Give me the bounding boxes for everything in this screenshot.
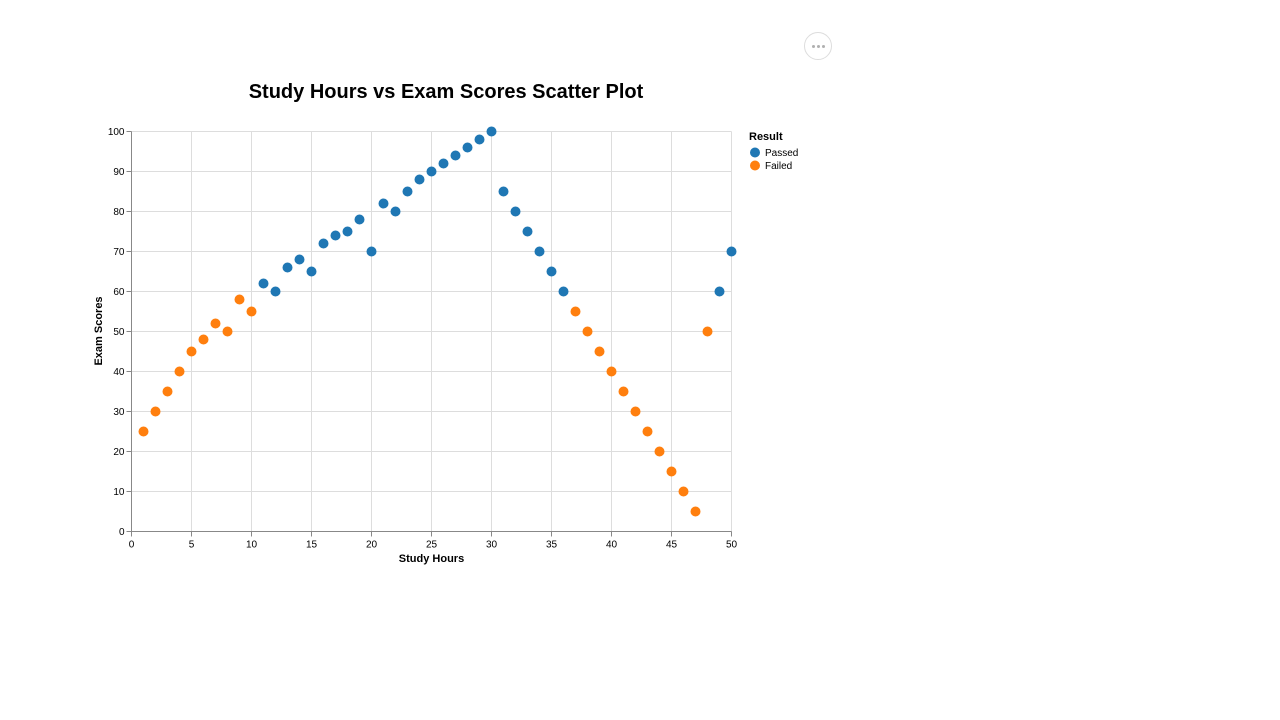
data-point-failed <box>618 386 629 397</box>
data-point-passed <box>534 246 545 257</box>
data-point-passed <box>558 286 569 297</box>
y-tick-label: 30 <box>113 407 125 418</box>
data-points <box>138 126 737 517</box>
more-actions-button[interactable] <box>804 32 832 60</box>
data-point-failed <box>150 406 161 417</box>
data-point-passed <box>714 286 725 297</box>
data-point-passed <box>378 198 389 209</box>
data-point-failed <box>606 366 617 377</box>
data-point-passed <box>726 246 737 257</box>
data-point-failed <box>198 334 209 345</box>
x-tick-label: 0 <box>129 540 135 551</box>
legend-title: Result <box>749 131 783 143</box>
data-point-passed <box>318 238 329 249</box>
data-point-passed <box>486 126 497 137</box>
x-tick-label: 20 <box>366 540 378 551</box>
y-tick-label: 90 <box>113 167 125 178</box>
x-axis-title: Study Hours <box>399 553 464 565</box>
x-tick-label: 40 <box>606 540 618 551</box>
x-tick-label: 25 <box>426 540 438 551</box>
y-tick-label: 50 <box>113 327 125 338</box>
data-point-passed <box>426 166 437 177</box>
data-point-passed <box>510 206 521 217</box>
data-point-failed <box>702 326 713 337</box>
data-point-failed <box>210 318 221 329</box>
data-point-passed <box>342 226 353 237</box>
data-point-passed <box>354 214 365 225</box>
legend-label-passed: Passed <box>765 148 798 159</box>
more-horizontal-icon-dot <box>816 44 820 48</box>
data-point-failed <box>162 386 173 397</box>
grid <box>131 131 732 532</box>
y-tick-label: 100 <box>108 127 125 138</box>
y-tick-label: 20 <box>113 447 125 458</box>
data-point-failed <box>594 346 605 357</box>
x-tick-label: 15 <box>306 540 318 551</box>
x-tick-label: 5 <box>189 540 195 551</box>
more-horizontal-icon-dot <box>821 44 825 48</box>
data-point-passed <box>498 186 509 197</box>
axes: 0 5 10 15 20 25 30 35 40 45 50 0 10 20 30 40 50 60 70 80 90 1… <box>108 127 738 551</box>
data-point-failed <box>222 326 233 337</box>
data-point-failed <box>582 326 593 337</box>
data-point-passed <box>474 134 485 145</box>
x-tick-label: 10 <box>246 540 258 551</box>
data-point-failed <box>690 506 701 517</box>
y-tick-label: 80 <box>113 207 125 218</box>
data-point-passed <box>546 266 557 277</box>
x-tick-label: 30 <box>486 540 498 551</box>
chart-title: Study Hours vs Exam Scores Scatter Plot <box>249 81 644 103</box>
legend: Result Passed Failed <box>749 131 798 172</box>
data-point-passed <box>306 266 317 277</box>
data-point-failed <box>642 426 653 437</box>
data-point-passed <box>258 278 269 289</box>
data-point-failed <box>234 294 245 305</box>
data-point-passed <box>438 158 449 169</box>
y-tick-label: 40 <box>113 367 125 378</box>
y-tick-label: 60 <box>113 287 125 298</box>
data-point-failed <box>138 426 149 437</box>
y-tick-label: 70 <box>113 247 125 258</box>
y-tick-label: 0 <box>119 527 125 538</box>
x-tick-label: 35 <box>546 540 558 551</box>
data-point-failed <box>174 366 185 377</box>
data-point-passed <box>522 226 533 237</box>
data-point-passed <box>450 150 461 161</box>
x-tick-label: 45 <box>666 540 678 551</box>
legend-symbol-failed <box>750 160 760 171</box>
legend-symbol-passed <box>750 147 760 158</box>
legend-label-failed: Failed <box>765 161 792 172</box>
data-point-passed <box>270 286 281 297</box>
data-point-passed <box>330 230 341 241</box>
data-point-failed <box>654 446 665 457</box>
data-point-failed <box>570 306 581 317</box>
data-point-passed <box>282 262 293 273</box>
y-tick-label: 10 <box>113 487 125 498</box>
data-point-passed <box>390 206 401 217</box>
data-point-failed <box>630 406 641 417</box>
data-point-failed <box>666 466 677 477</box>
data-point-passed <box>402 186 413 197</box>
data-point-passed <box>294 254 305 265</box>
data-point-passed <box>366 246 377 257</box>
y-axis-title: Exam Scores <box>93 296 105 365</box>
data-point-failed <box>246 306 257 317</box>
more-horizontal-icon <box>811 44 815 48</box>
data-point-failed <box>678 486 689 497</box>
x-tick-label: 50 <box>726 540 738 551</box>
data-point-failed <box>186 346 197 357</box>
data-point-passed <box>462 142 473 153</box>
data-point-passed <box>414 174 425 185</box>
